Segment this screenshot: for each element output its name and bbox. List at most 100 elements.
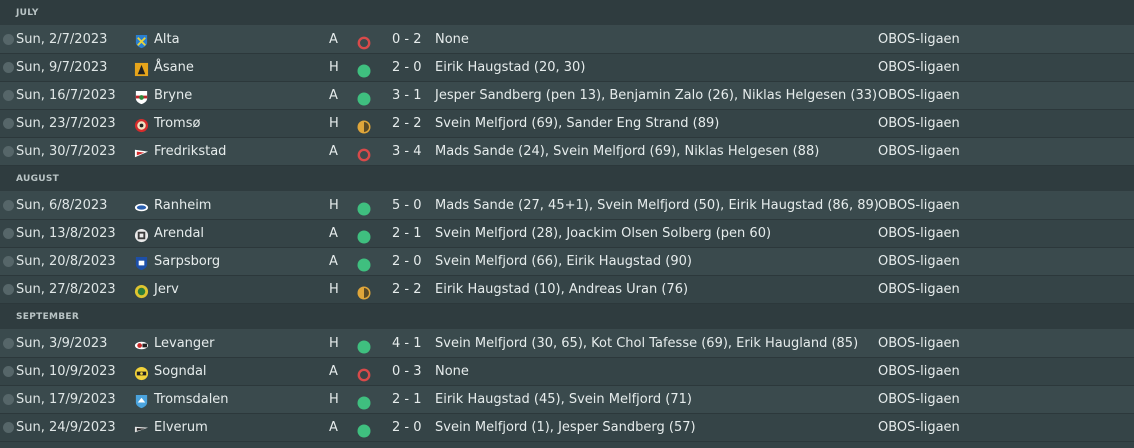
opponent-name[interactable]: Alta xyxy=(154,32,180,47)
venue: A xyxy=(329,144,338,159)
fixture-row[interactable]: Sun, 9/7/2023 Åsane H 2 - 0 Eirik Haugstad (… xyxy=(0,54,1134,82)
fixture-row[interactable]: Sun, 6/8/2023 Ranheim H 5 - 0 Mads Sande (27… xyxy=(0,192,1134,220)
venue: A xyxy=(329,88,338,103)
match-date: Sun, 24/9/2023 xyxy=(16,420,116,435)
goal-scorers: Mads Sande (24), Svein Melfjord (69), Ni… xyxy=(435,144,820,159)
opponent-name[interactable]: Levanger xyxy=(154,336,215,351)
competition-name[interactable]: OBOS-ligaen xyxy=(878,32,960,47)
competition-name[interactable]: OBOS-ligaen xyxy=(878,254,960,269)
fixture-row[interactable]: Sun, 13/8/2023 Arendal A 2 - 1 Svein Melfjor… xyxy=(0,220,1134,248)
fixture-row[interactable]: Sun, 20/8/2023 Sarpsborg A 2 - 0 Svein Melfj… xyxy=(0,248,1134,276)
opponent-name[interactable]: Tromsø xyxy=(154,116,201,131)
check-icon[interactable] xyxy=(3,62,14,73)
match-score[interactable]: 2 - 0 xyxy=(392,254,422,269)
competition-name[interactable]: OBOS-ligaen xyxy=(878,144,960,159)
competition-name[interactable]: OBOS-ligaen xyxy=(878,336,960,351)
opponent-name[interactable]: Fredrikstad xyxy=(154,144,227,159)
check-icon[interactable] xyxy=(3,422,14,433)
match-score[interactable]: 2 - 1 xyxy=(392,392,422,407)
check-icon[interactable] xyxy=(3,284,14,295)
match-score[interactable]: 3 - 1 xyxy=(392,88,422,103)
match-score[interactable]: 0 - 2 xyxy=(392,32,422,47)
fixture-row[interactable]: Sun, 17/9/2023 Tromsdalen H 2 - 1 Eirik Haug… xyxy=(0,386,1134,414)
venue: H xyxy=(329,60,339,75)
check-icon[interactable] xyxy=(3,228,14,239)
fixture-row[interactable]: Sun, 2/7/2023 Alta A 0 - 2 None OBOS-ligaen xyxy=(0,26,1134,54)
goal-scorers: Svein Melfjord (30, 65), Kot Chol Tafess… xyxy=(435,336,859,351)
opponent-name[interactable]: Åsane xyxy=(154,60,194,75)
goal-scorers: Eirik Haugstad (45), Svein Melfjord (71) xyxy=(435,392,692,407)
opponent-name[interactable]: Bryne xyxy=(154,88,193,103)
competition-name[interactable]: OBOS-ligaen xyxy=(878,226,960,241)
goal-scorers: None xyxy=(435,32,469,47)
check-icon[interactable] xyxy=(3,256,14,267)
check-icon[interactable] xyxy=(3,34,14,45)
match-score[interactable]: 3 - 4 xyxy=(392,144,422,159)
goal-scorers: Svein Melfjord (66), Eirik Haugstad (90) xyxy=(435,254,692,269)
goal-scorers: Jesper Sandberg (pen 13), Benjamin Zalo … xyxy=(435,88,878,103)
month-header: AUGUST xyxy=(0,166,1134,192)
check-icon[interactable] xyxy=(3,118,14,129)
match-score[interactable]: 2 - 0 xyxy=(392,60,422,75)
opponent-name[interactable]: Arendal xyxy=(154,226,205,241)
competition-name[interactable]: OBOS-ligaen xyxy=(878,364,960,379)
venue: H xyxy=(329,282,339,297)
fixture-row[interactable]: Sun, 3/9/2023 Levanger H 4 - 1 Svein Melfjor… xyxy=(0,330,1134,358)
match-date: Sun, 27/8/2023 xyxy=(16,282,116,297)
match-score[interactable]: 0 - 3 xyxy=(392,364,422,379)
check-icon[interactable] xyxy=(3,366,14,377)
win-result-icon xyxy=(357,89,371,106)
goal-scorers: Mads Sande (27, 45+1), Svein Melfjord (5… xyxy=(435,198,879,213)
win-result-icon xyxy=(357,421,371,438)
competition-name[interactable]: OBOS-ligaen xyxy=(878,60,960,75)
venue: A xyxy=(329,420,338,435)
month-header: JULY xyxy=(0,0,1134,26)
opponent-name[interactable]: Ranheim xyxy=(154,198,212,213)
alta-badge-icon xyxy=(134,32,149,49)
goal-scorers: Svein Melfjord (69), Sander Eng Strand (… xyxy=(435,116,720,131)
opponent-name[interactable]: Sarpsborg xyxy=(154,254,221,269)
venue: A xyxy=(329,364,338,379)
check-icon[interactable] xyxy=(3,200,14,211)
match-score[interactable]: 2 - 2 xyxy=(392,116,422,131)
match-score[interactable]: 4 - 1 xyxy=(392,336,422,351)
bryne-badge-icon xyxy=(134,88,149,105)
competition-name[interactable]: OBOS-ligaen xyxy=(878,116,960,131)
fixture-row[interactable]: Sun, 24/9/2023 Elverum A 2 - 0 Svein Melfjor… xyxy=(0,414,1134,442)
match-score[interactable]: 5 - 0 xyxy=(392,198,422,213)
opponent-name[interactable]: Sogndal xyxy=(154,364,207,379)
competition-name[interactable]: OBOS-ligaen xyxy=(878,420,960,435)
goal-scorers: Svein Melfjord (1), Jesper Sandberg (57) xyxy=(435,420,696,435)
fredrikstad-badge-icon xyxy=(134,144,149,159)
venue: H xyxy=(329,336,339,351)
fixture-row[interactable]: Sun, 27/8/2023 Jerv H 2 - 2 Eirik Haugstad (… xyxy=(0,276,1134,304)
fixture-row[interactable]: Sun, 23/7/2023 Tromsø H 2 - 2 Svein Melfjord… xyxy=(0,110,1134,138)
opponent-name[interactable]: Tromsdalen xyxy=(154,392,229,407)
check-icon[interactable] xyxy=(3,338,14,349)
check-icon[interactable] xyxy=(3,146,14,157)
ranheim-badge-icon xyxy=(134,198,149,213)
opponent-name[interactable]: Elverum xyxy=(154,420,208,435)
fixture-row[interactable]: Sun, 30/7/2023 Fredrikstad A 3 - 4 Mads Sand… xyxy=(0,138,1134,166)
venue: H xyxy=(329,116,339,131)
win-result-icon xyxy=(357,227,371,244)
win-result-icon xyxy=(357,393,371,410)
month-header: SEPTEMBER xyxy=(0,304,1134,330)
competition-name[interactable]: OBOS-ligaen xyxy=(878,282,960,297)
match-score[interactable]: 2 - 2 xyxy=(392,282,422,297)
check-icon[interactable] xyxy=(3,90,14,101)
fixture-row[interactable]: Sun, 16/7/2023 Bryne A 3 - 1 Jesper Sandberg… xyxy=(0,82,1134,110)
competition-name[interactable]: OBOS-ligaen xyxy=(878,198,960,213)
venue: A xyxy=(329,226,338,241)
competition-name[interactable]: OBOS-ligaen xyxy=(878,392,960,407)
draw-result-icon xyxy=(357,117,371,134)
win-result-icon xyxy=(357,337,371,354)
opponent-name[interactable]: Jerv xyxy=(154,282,179,297)
match-score[interactable]: 2 - 0 xyxy=(392,420,422,435)
fixture-row[interactable]: Sun, 10/9/2023 Sogndal A 0 - 3 None OBOS-liga… xyxy=(0,358,1134,386)
venue: A xyxy=(329,32,338,47)
check-icon[interactable] xyxy=(3,394,14,405)
match-score[interactable]: 2 - 1 xyxy=(392,226,422,241)
competition-name[interactable]: OBOS-ligaen xyxy=(878,88,960,103)
